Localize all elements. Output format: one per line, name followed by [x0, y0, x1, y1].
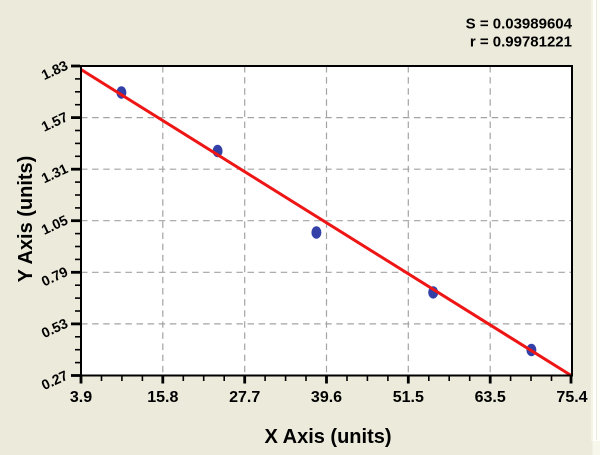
svg-text:S = 0.03989604: S = 0.03989604 [466, 16, 573, 33]
svg-text:3.9: 3.9 [70, 389, 92, 406]
svg-text:75.4: 75.4 [556, 389, 587, 406]
svg-text:39.6: 39.6 [311, 389, 342, 406]
svg-text:51.5: 51.5 [393, 389, 424, 406]
svg-text:27.7: 27.7 [229, 389, 260, 406]
svg-text:r = 0.99781221: r = 0.99781221 [470, 34, 572, 51]
svg-text:15.8: 15.8 [147, 389, 178, 406]
svg-text:X Axis (units): X Axis (units) [264, 426, 391, 448]
svg-text:63.5: 63.5 [475, 389, 506, 406]
svg-text:Y Axis (units): Y Axis (units) [15, 156, 37, 283]
